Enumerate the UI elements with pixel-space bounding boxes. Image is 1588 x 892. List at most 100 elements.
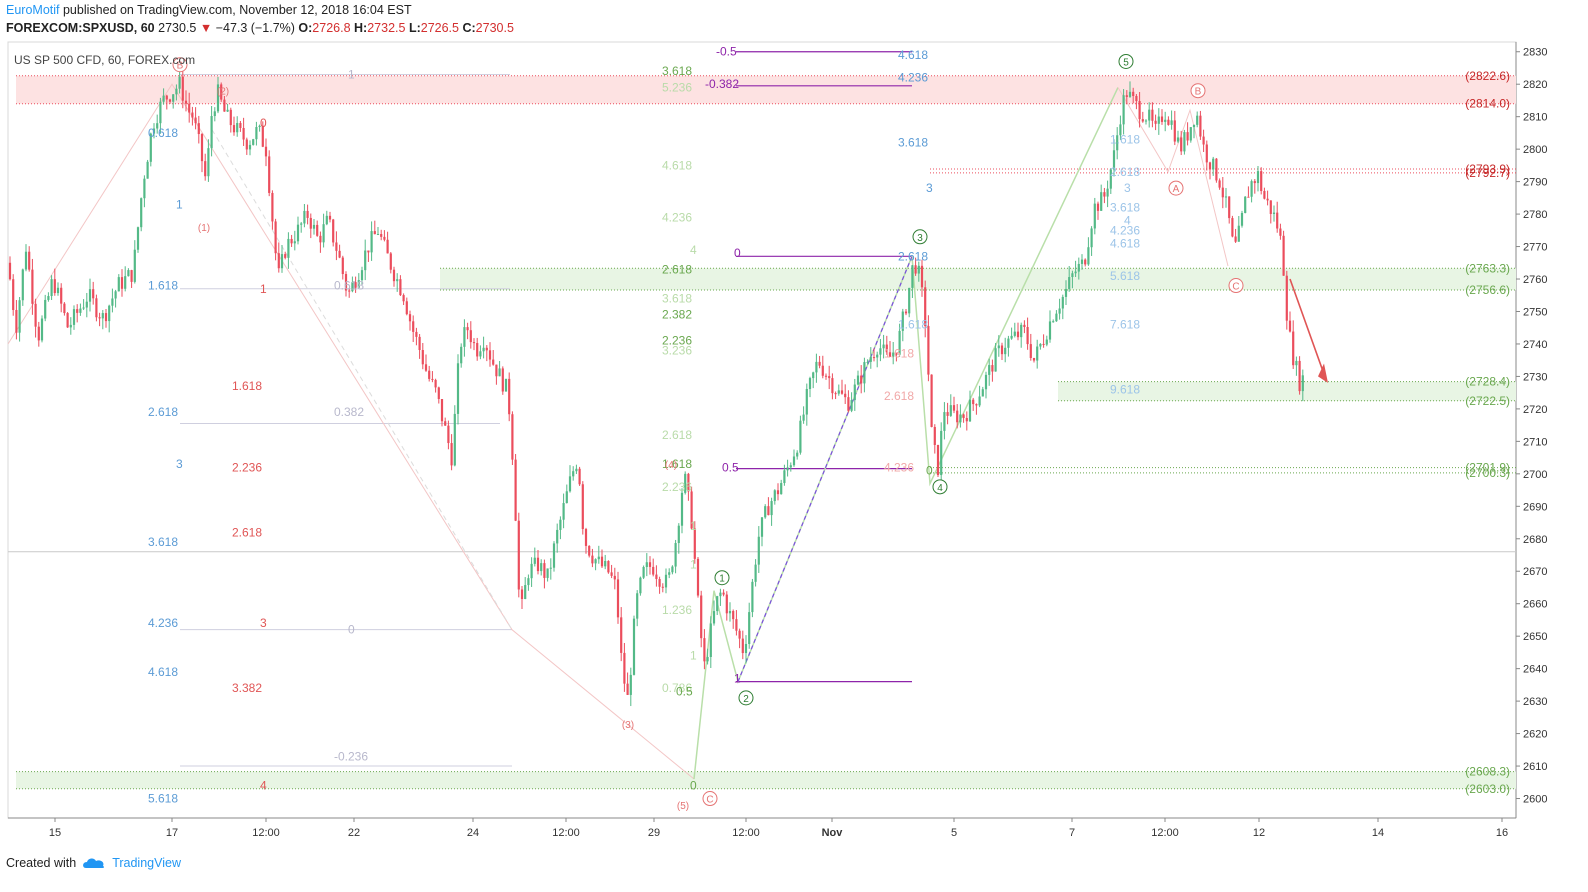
y-tick-label: 2650	[1523, 631, 1547, 643]
candle-body	[776, 490, 780, 495]
candle-body	[1282, 235, 1285, 276]
x-tick-label: 12:00	[1151, 827, 1179, 839]
candle-body	[972, 399, 975, 405]
candle-body	[149, 133, 152, 162]
candle-body	[498, 368, 501, 377]
candle-body	[79, 308, 82, 313]
candle-body	[549, 567, 552, 569]
candle-body	[248, 144, 252, 150]
candle-body	[31, 269, 34, 304]
candle-body	[703, 638, 706, 662]
candle-body	[1189, 127, 1192, 141]
tradingview-link[interactable]: TradingView	[112, 856, 181, 870]
candle-body	[1023, 324, 1026, 328]
open-label: O:	[298, 21, 313, 35]
candle-body	[1234, 236, 1237, 242]
last-price: 2730.5	[158, 21, 197, 35]
candle-body	[664, 574, 668, 588]
y-tick-label: 2740	[1523, 339, 1547, 351]
wave-label-circle	[1190, 83, 1206, 99]
fib-level-label: 3	[926, 181, 933, 195]
fib-level-label: 1.618	[898, 317, 928, 331]
wave-label: (2)	[217, 87, 229, 98]
published-text: published on TradingView.com, November 1…	[62, 3, 412, 17]
candle-body	[732, 611, 735, 620]
candle-body	[1199, 115, 1202, 137]
candle-body	[399, 279, 402, 296]
candle-body	[1224, 196, 1228, 198]
fib-level-label: -0.382	[705, 77, 739, 91]
candle-body	[636, 593, 639, 619]
publish-info: EuroMotif published on TradingView.com, …	[6, 3, 412, 17]
candle-body	[706, 656, 709, 662]
candle-body	[492, 359, 495, 365]
candle-body	[1260, 171, 1263, 192]
wave-label: C	[1232, 282, 1239, 293]
candle-body	[1151, 109, 1154, 121]
author-link[interactable]: EuroMotif	[6, 3, 60, 17]
fib-level-label: 2.618	[662, 262, 692, 276]
candle-body	[1080, 259, 1084, 264]
candle-body	[1212, 158, 1215, 170]
candle-body	[716, 596, 719, 612]
x-tick-label: 5	[951, 827, 957, 839]
candle-body	[1106, 188, 1109, 197]
fib-level-label: 0.5	[676, 684, 693, 698]
candle-body	[536, 557, 540, 572]
candle-body	[1071, 273, 1074, 278]
candle-body	[885, 344, 888, 353]
candle-body	[101, 313, 104, 319]
candle-body	[1157, 116, 1160, 124]
fib-level-label: 2.236	[662, 334, 692, 348]
candle-body	[479, 351, 482, 357]
candle-body	[482, 347, 485, 352]
x-tick-label: 29	[648, 827, 660, 839]
candle-body	[712, 611, 716, 624]
level-price-label: (2608.3)	[1465, 765, 1510, 779]
candle-body	[34, 303, 37, 327]
candle-body	[1240, 212, 1244, 226]
candle-body	[984, 374, 988, 390]
candle-body	[1128, 91, 1132, 97]
candle-body	[1263, 191, 1266, 199]
fib-level-label: 0	[260, 116, 267, 130]
candle-body	[597, 556, 600, 560]
fib-level-label: 3.382	[232, 681, 262, 695]
fib-level-label: 1	[734, 671, 741, 685]
candle-body	[341, 257, 344, 275]
candle-body	[600, 556, 604, 567]
candle-body	[200, 134, 204, 162]
change-arrow-icon: ▼	[199, 21, 213, 35]
candle-body	[696, 558, 700, 596]
candle-body	[1176, 137, 1180, 142]
candle-body	[914, 265, 917, 274]
fib-level-label: 2.618	[148, 405, 178, 419]
y-tick-label: 2750	[1523, 306, 1547, 318]
fib-level-label: 0.382	[334, 405, 364, 419]
candle-body	[568, 476, 572, 492]
candle-body	[421, 349, 424, 365]
candle-body	[194, 117, 197, 124]
candle-body	[888, 352, 892, 357]
candle-body	[853, 384, 856, 401]
fib-level-label: 4	[260, 779, 267, 793]
fib-level-label: 0.618	[334, 279, 364, 293]
candle-body	[245, 139, 248, 150]
candle-body	[575, 468, 578, 472]
candle-body	[956, 410, 959, 423]
tradingview-cloud-icon	[83, 858, 105, 868]
fib-level-label: 2.618	[1110, 165, 1140, 179]
fib-level-label: 4.618	[1110, 236, 1140, 250]
candle-body	[140, 198, 143, 228]
candle-body	[72, 309, 76, 325]
candle-body	[866, 361, 869, 363]
price-change: −47.3 (−1.7%)	[215, 21, 295, 35]
candle-body	[1237, 225, 1240, 242]
candle-body	[1077, 263, 1080, 272]
fib-level-label: 2.618	[662, 428, 692, 442]
candle-body	[1276, 212, 1279, 229]
candle-body	[709, 623, 712, 657]
level-price-label: (2822.6)	[1465, 69, 1510, 83]
candle-body	[879, 348, 882, 355]
